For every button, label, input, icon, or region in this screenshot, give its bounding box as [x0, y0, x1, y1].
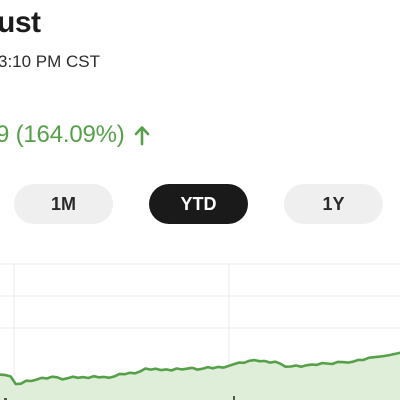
arrow-up-icon	[134, 126, 149, 146]
price-change-value: 9 (164.09%)	[0, 121, 125, 148]
page-title: ust	[0, 6, 41, 39]
price-chart-svg	[0, 263, 400, 400]
range-button-1y[interactable]: 1Y	[284, 184, 383, 224]
price-area-fill	[0, 352, 400, 400]
price-chart[interactable]	[0, 258, 400, 400]
quote-timestamp: 3:10 PM CST	[0, 52, 101, 71]
axis-tick-mark	[233, 396, 235, 400]
range-button-1m[interactable]: 1M	[14, 184, 113, 224]
price-change-row: 9 (164.09%)	[0, 121, 151, 149]
axis-tick-mark	[4, 398, 7, 400]
chart-gridlines	[0, 263, 400, 400]
price-line	[0, 351, 400, 386]
range-button-ytd[interactable]: YTD	[149, 184, 248, 224]
